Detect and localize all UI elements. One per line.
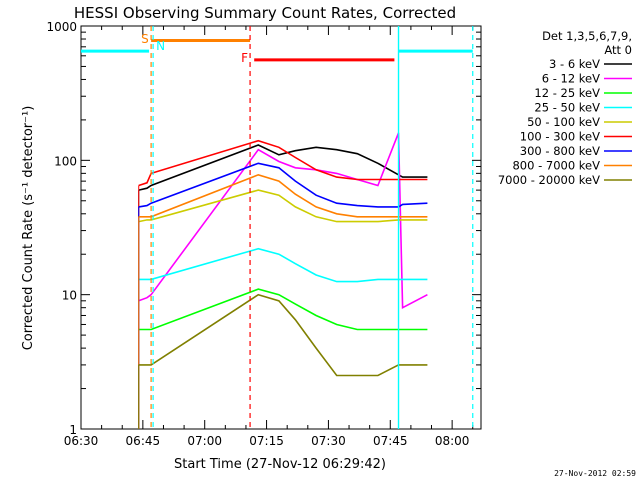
legend-entry-label: 800 - 7000 keV: [512, 159, 600, 173]
x-tick-label: 07:30: [311, 434, 346, 448]
plot-frame: [80, 25, 482, 430]
legend-entry-label: 12 - 25 keV: [534, 86, 600, 100]
footer-timestamp: 27-Nov-2012 02:59: [554, 469, 636, 478]
y-tick-label: 10: [62, 289, 77, 303]
legend-entry-label: 3 - 6 keV: [549, 57, 600, 71]
x-tick-label: 08:00: [435, 434, 470, 448]
series-line: [138, 288, 428, 331]
y-tick-label: 100: [54, 154, 77, 168]
legend-entry-label: 50 - 100 keV: [527, 115, 600, 129]
series-line: [138, 293, 428, 377]
y-tick-label: 1: [69, 423, 77, 437]
x-tick-label: 07:45: [373, 434, 408, 448]
legend-header: Att 0: [604, 43, 632, 57]
legend-entry-label: 6 - 12 keV: [542, 72, 600, 86]
y-axis: 1 10 100 1000: [46, 20, 481, 437]
legend-entry-label: 25 - 50 keV: [534, 101, 600, 115]
x-axis: 06:30 06:45 07:00 07:15 07:30 07:45 08:00: [64, 26, 474, 448]
x-tick-label: 06:30: [64, 434, 99, 448]
y-axis-label: Corrected Count Rate (s⁻¹ detector⁻¹): [21, 106, 36, 351]
plot-area: [80, 25, 482, 430]
y-tick-label: 1000: [46, 20, 77, 34]
annotations: S N F: [141, 26, 474, 429]
x-axis-label: Start Time (27-Nov-12 06:29:42): [174, 457, 386, 472]
series-lines: [138, 132, 428, 429]
flag-bars: [81, 38, 473, 62]
legend-header: Det 1,3,5,6,7,9,: [542, 29, 632, 43]
x-tick-label: 07:15: [249, 434, 284, 448]
chart-title: HESSI Observing Summary Count Rates, Cor…: [74, 4, 456, 22]
annotation-label: F: [241, 51, 248, 65]
annotation-label: S: [141, 32, 149, 46]
legend-entry-label: 7000 - 20000 keV: [498, 173, 600, 187]
annotation-label: N: [156, 39, 165, 53]
legend-entry-label: 300 - 800 keV: [520, 144, 600, 158]
x-tick-label: 06:45: [126, 434, 161, 448]
x-tick-label: 07:00: [187, 434, 222, 448]
legend-entry-label: 100 - 300 keV: [520, 130, 600, 144]
